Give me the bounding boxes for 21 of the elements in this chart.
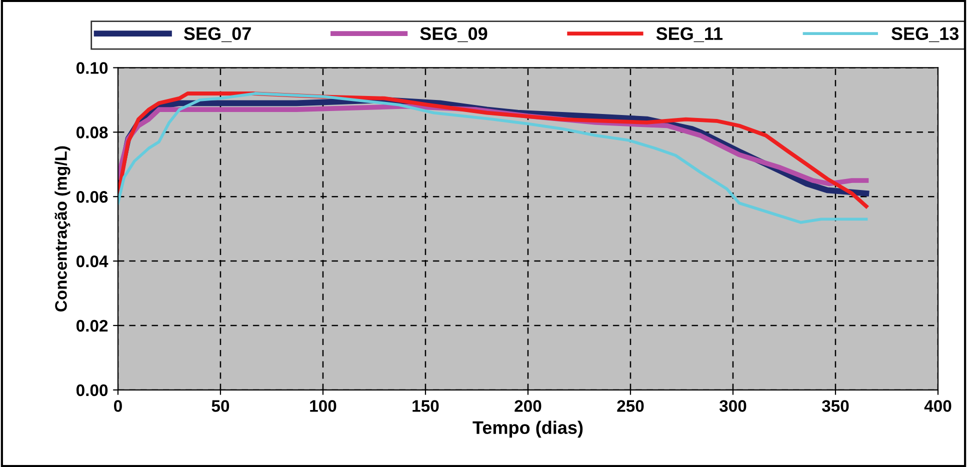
x-tick-label: 250 [617, 400, 644, 412]
y-axis-title: Concentração (mg/L) [54, 146, 70, 312]
legend-label: SEG_07 [184, 27, 251, 42]
x-tick-label: 50 [212, 400, 230, 412]
legend-label: SEG_11 [656, 27, 723, 42]
y-tick-label: 0.04 [76, 255, 108, 268]
y-tick-label: 0.08 [76, 126, 108, 138]
x-tick-label: 100 [310, 400, 336, 412]
x-tick-label: 400 [924, 400, 952, 412]
legend-label: SEG_13 [891, 27, 959, 42]
x-tick-label: 350 [822, 400, 849, 412]
y-tick-label: 0.00 [76, 384, 108, 396]
y-tick-label: 0.10 [76, 62, 108, 74]
x-tick-label: 200 [514, 400, 542, 412]
x-tick-label: 0 [114, 400, 122, 412]
legend-label: SEG_09 [420, 27, 488, 42]
y-tick-label: 0.06 [76, 191, 108, 203]
x-axis-title: Tempo (dias) [472, 420, 583, 438]
x-tick-label: 300 [719, 400, 746, 412]
y-tick-label: 0.02 [76, 320, 108, 332]
x-tick-label: 150 [412, 400, 439, 412]
